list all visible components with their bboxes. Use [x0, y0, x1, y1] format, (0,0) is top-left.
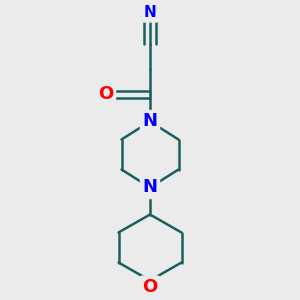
Text: N: N — [142, 178, 158, 196]
Text: N: N — [144, 5, 156, 20]
Text: O: O — [98, 85, 113, 103]
Text: O: O — [142, 278, 158, 296]
Text: N: N — [142, 112, 158, 130]
